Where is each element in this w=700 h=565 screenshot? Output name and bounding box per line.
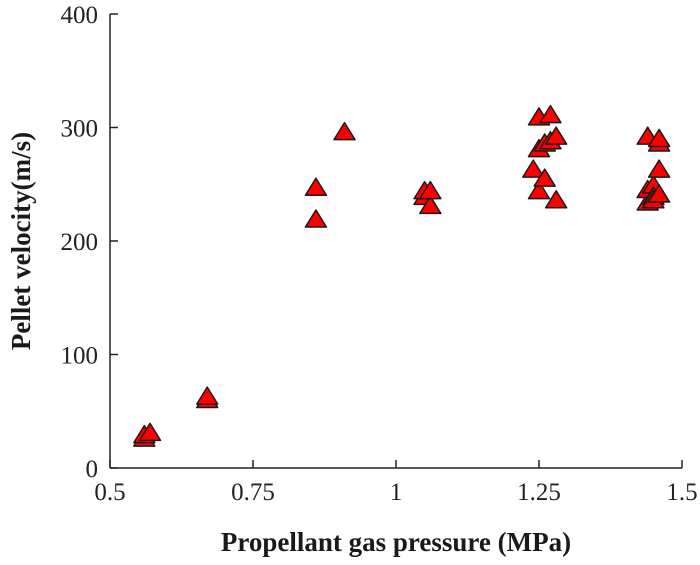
x-tick-label: 1.5	[666, 479, 697, 506]
data-point	[195, 386, 219, 405]
data-point	[527, 180, 551, 200]
data-point	[522, 159, 545, 178]
data-point	[533, 168, 556, 187]
data-point	[333, 121, 356, 141]
y-tick-label: 0	[86, 456, 99, 483]
x-tick-label: 1	[390, 479, 403, 506]
x-tick-label: 0.5	[94, 479, 125, 506]
data-point	[647, 159, 671, 178]
y-tick-label: 400	[61, 2, 99, 29]
data-points	[133, 104, 671, 447]
data-point	[544, 189, 568, 209]
data-point	[419, 195, 442, 215]
x-axis-ticks: 0.5 0.75 1 1.25 1.5	[94, 460, 698, 506]
y-axis-ticks: 0 100 200 300 400	[61, 2, 118, 483]
y-tick-label: 200	[61, 229, 99, 256]
data-point	[138, 422, 162, 442]
data-point	[419, 180, 442, 200]
axes	[109, 14, 682, 469]
x-tick-label: 1.25	[517, 479, 561, 506]
data-point	[647, 184, 671, 203]
y-axis-title: Pellet velocity(m/s)	[6, 132, 36, 350]
y-tick-label: 300	[61, 116, 99, 143]
x-tick-label: 0.75	[231, 479, 275, 506]
data-point	[304, 177, 328, 196]
x-axis-title: Propellant gas pressure (MPa)	[221, 527, 571, 557]
y-tick-label: 100	[61, 343, 99, 370]
data-point	[544, 126, 568, 145]
data-point	[539, 104, 562, 124]
data-point	[304, 209, 328, 228]
data-point	[647, 128, 671, 148]
